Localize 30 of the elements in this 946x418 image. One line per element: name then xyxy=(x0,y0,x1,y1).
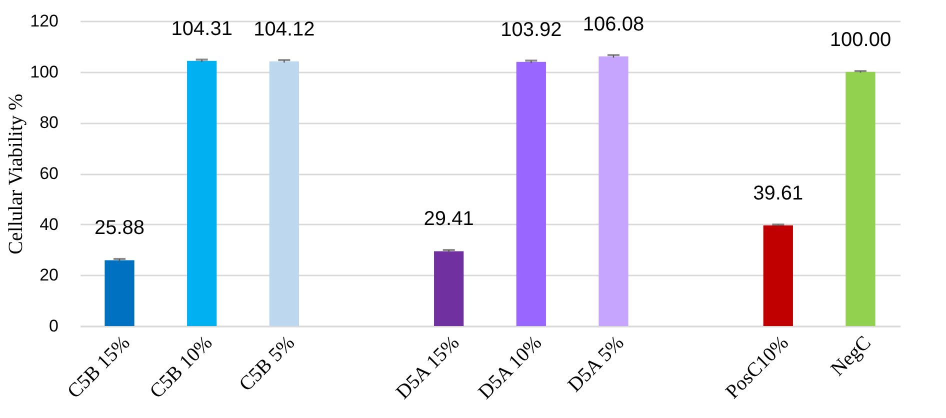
y-tick-label: 60 xyxy=(40,164,58,183)
bar xyxy=(187,60,217,326)
data-label: 29.41 xyxy=(424,208,474,230)
bar xyxy=(269,61,299,326)
data-label: 39.61 xyxy=(753,182,804,204)
y-tick-label: 120 xyxy=(30,12,58,30)
data-label: 106.08 xyxy=(582,13,644,36)
bar xyxy=(846,72,876,326)
x-tick-label: D5A 10% xyxy=(474,332,546,404)
y-tick-label: 20 xyxy=(40,266,58,285)
data-label: 104.12 xyxy=(254,18,315,40)
y-tick-label: 0 xyxy=(49,316,58,336)
bar xyxy=(516,62,546,326)
x-tick-label: C5B 5% xyxy=(235,332,300,396)
bar xyxy=(598,56,628,326)
y-tick-label: 80 xyxy=(40,113,58,132)
bar xyxy=(434,251,464,326)
bar xyxy=(104,260,134,326)
y-axis-title: Cellular Viability % xyxy=(5,94,28,254)
y-tick-label: 100 xyxy=(30,62,58,82)
bar xyxy=(763,225,793,326)
x-tick-label: D5A 15% xyxy=(392,332,464,404)
x-tick-label: D5A 5% xyxy=(564,332,628,396)
data-label: 100.00 xyxy=(830,28,892,51)
x-tick-label: C5B 15% xyxy=(63,332,134,403)
data-label: 25.88 xyxy=(94,217,145,240)
data-label: 104.31 xyxy=(171,18,232,40)
y-tick-label: 40 xyxy=(40,214,58,234)
x-tick-label: C5B 10% xyxy=(146,332,217,403)
data-label: 103.92 xyxy=(500,18,562,41)
